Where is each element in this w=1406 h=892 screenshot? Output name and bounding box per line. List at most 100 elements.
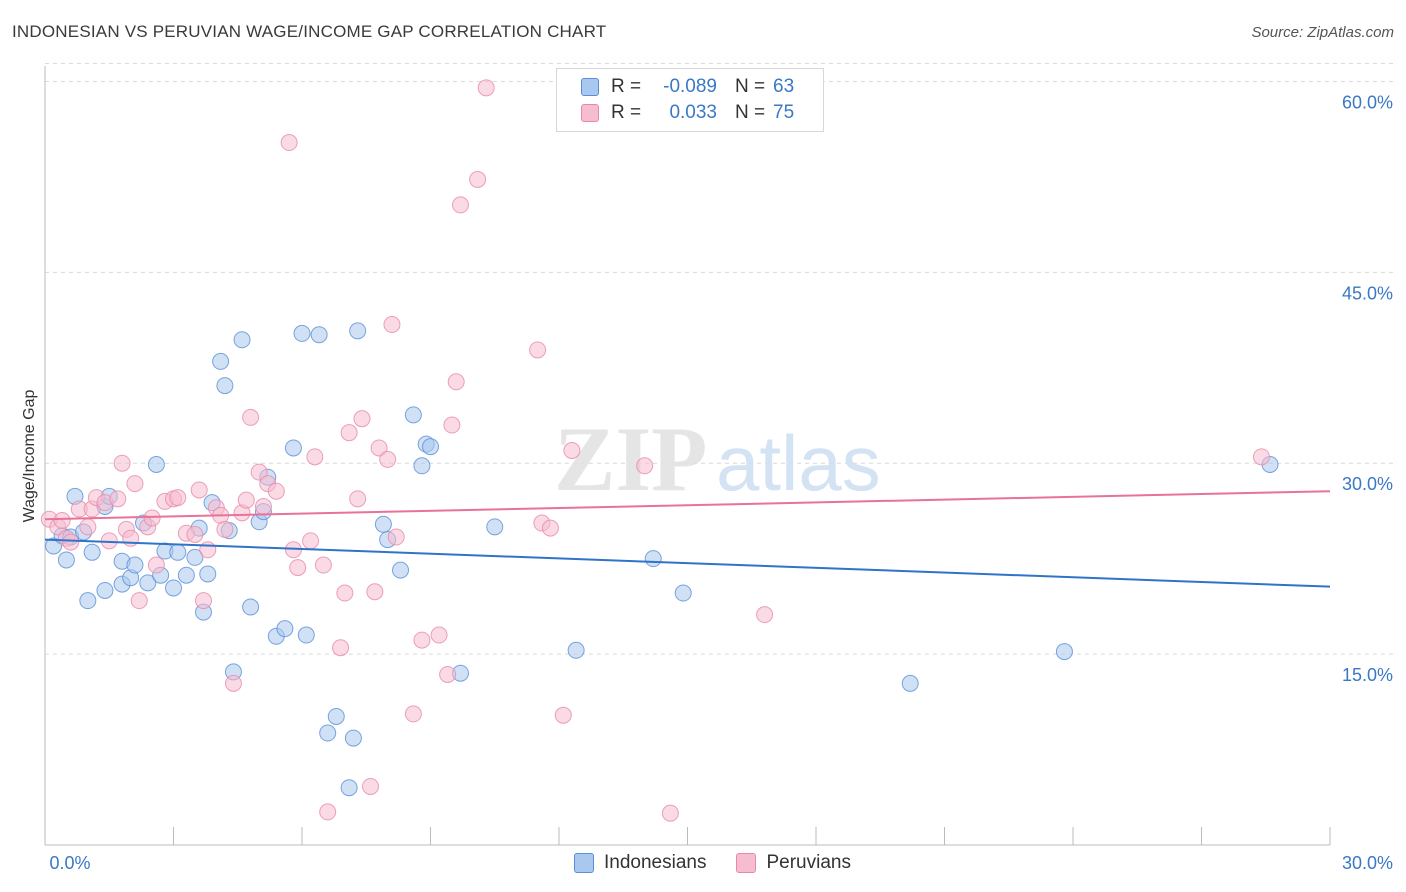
- indonesians-swatch: [574, 853, 594, 873]
- indonesians-point: [310, 326, 328, 344]
- tick-labels: 15.0% 30.0% 45.0% 60.0% 0.0% 30.0%: [49, 92, 1393, 873]
- peruvians-point: [349, 490, 367, 508]
- peruvians-point: [199, 541, 217, 559]
- peruvians-point: [541, 519, 559, 537]
- indonesians-point: [233, 331, 251, 349]
- peruvians-point: [529, 341, 547, 359]
- indonesians-point: [319, 724, 337, 742]
- peruvians-point: [302, 532, 320, 550]
- watermark-zip: ZIP: [554, 408, 707, 510]
- indonesians-point: [422, 438, 439, 456]
- y-tick-label: 15.0%: [1342, 665, 1393, 685]
- trend-lines: [44, 490, 1331, 588]
- indonesians-point: [139, 574, 157, 592]
- n-value: 63: [773, 76, 795, 97]
- indonesians-point: [79, 592, 97, 610]
- peruvians-point: [404, 705, 422, 723]
- peruvians-point: [1252, 448, 1270, 466]
- source-note: Source: ZipAtlas.com: [1251, 24, 1394, 41]
- peruvians-point: [126, 475, 144, 493]
- indonesians-point: [57, 551, 75, 569]
- peruvians-point: [554, 706, 572, 724]
- indonesians-point: [901, 674, 919, 692]
- indonesians-point: [96, 581, 114, 599]
- indonesians-point: [216, 377, 234, 395]
- indonesians-point: [186, 548, 204, 566]
- watermark-atlas: atlas: [716, 419, 881, 507]
- peruvians-point: [319, 803, 337, 821]
- x-tick-label: 30.0%: [1342, 853, 1393, 873]
- peruvians-point: [332, 639, 350, 657]
- peruvians-point: [62, 533, 80, 551]
- indonesians-point: [644, 550, 662, 568]
- indonesians-trend-line: [44, 538, 1331, 588]
- peruvians-trend-line: [44, 490, 1331, 521]
- indonesians-point: [327, 707, 345, 725]
- peruvians-point: [254, 497, 272, 515]
- peruvians-point: [280, 134, 298, 152]
- peruvians-point: [314, 556, 332, 574]
- indonesians-point: [404, 406, 422, 424]
- watermark: ZIP atlas: [554, 408, 881, 510]
- peruvians-point: [362, 777, 380, 795]
- peruvians-point: [224, 674, 242, 692]
- indonesians-point: [349, 322, 367, 340]
- peruvians-point: [443, 416, 461, 434]
- r-value: 0.033: [669, 102, 717, 123]
- peruvians-point: [147, 556, 165, 574]
- legend-row-peruvians: R = 0.033 N = 75: [581, 101, 794, 125]
- indonesians-point: [1055, 643, 1073, 661]
- n-label: N =: [735, 76, 766, 97]
- indonesians-point: [374, 515, 392, 533]
- peruvians-point: [340, 424, 358, 442]
- peruvians-point: [366, 583, 384, 601]
- peruvians-point: [563, 442, 581, 460]
- chart-title: INDONESIAN VS PERUVIAN WAGE/INCOME GAP C…: [12, 22, 607, 41]
- indonesians-point: [344, 729, 362, 747]
- peruvians-point: [336, 584, 354, 602]
- peruvians-point: [451, 196, 469, 214]
- peruvians-point: [237, 491, 255, 509]
- peruvians-swatch: [581, 104, 599, 122]
- peruvians-point: [636, 457, 654, 475]
- indonesians-point: [567, 641, 585, 659]
- legend-label-peruvians: Peruvians: [766, 852, 851, 873]
- y-axis-label: Wage/Income Gap: [21, 390, 38, 523]
- peruvians-point: [242, 408, 260, 426]
- peruvians-point: [353, 410, 371, 428]
- y-tick-label: 45.0%: [1342, 283, 1393, 303]
- r-label: R =: [611, 76, 642, 97]
- legend-label-indonesians: Indonesians: [604, 852, 707, 873]
- indonesians-point: [169, 543, 187, 561]
- peruvians-point: [79, 518, 97, 536]
- indonesians-point: [276, 620, 294, 638]
- indonesians-point: [126, 556, 144, 574]
- peruvians-point: [370, 439, 388, 457]
- peruvians-point: [109, 490, 127, 508]
- indonesians-point: [284, 439, 302, 457]
- peruvians-point: [306, 448, 324, 466]
- axes: [44, 66, 1331, 846]
- peruvians-point: [383, 316, 401, 334]
- indonesians-point: [297, 626, 315, 644]
- peruvians-point: [169, 489, 187, 507]
- peruvians-point: [53, 511, 71, 529]
- r-value: -0.089: [663, 76, 717, 97]
- y-tick-label: 30.0%: [1342, 474, 1393, 494]
- indonesians-point: [340, 779, 358, 797]
- peruvians-point: [413, 631, 431, 649]
- peruvians-point: [216, 520, 234, 538]
- indonesians-point: [392, 561, 410, 579]
- indonesians-point: [199, 565, 217, 583]
- correlation-legend: R = -0.089 N = 63 R = 0.033 N = 75: [556, 68, 824, 132]
- indonesians-points: [45, 322, 1279, 797]
- indonesians-point: [242, 598, 260, 616]
- legend-item-peruvians[interactable]: Peruvians: [736, 852, 851, 874]
- peruvians-point: [186, 525, 204, 543]
- peruvians-point: [130, 592, 148, 610]
- peruvians-point: [756, 606, 774, 624]
- indonesians-swatch: [581, 78, 599, 96]
- grid-lines: [45, 62, 1395, 655]
- legend-item-indonesians[interactable]: Indonesians: [574, 852, 706, 874]
